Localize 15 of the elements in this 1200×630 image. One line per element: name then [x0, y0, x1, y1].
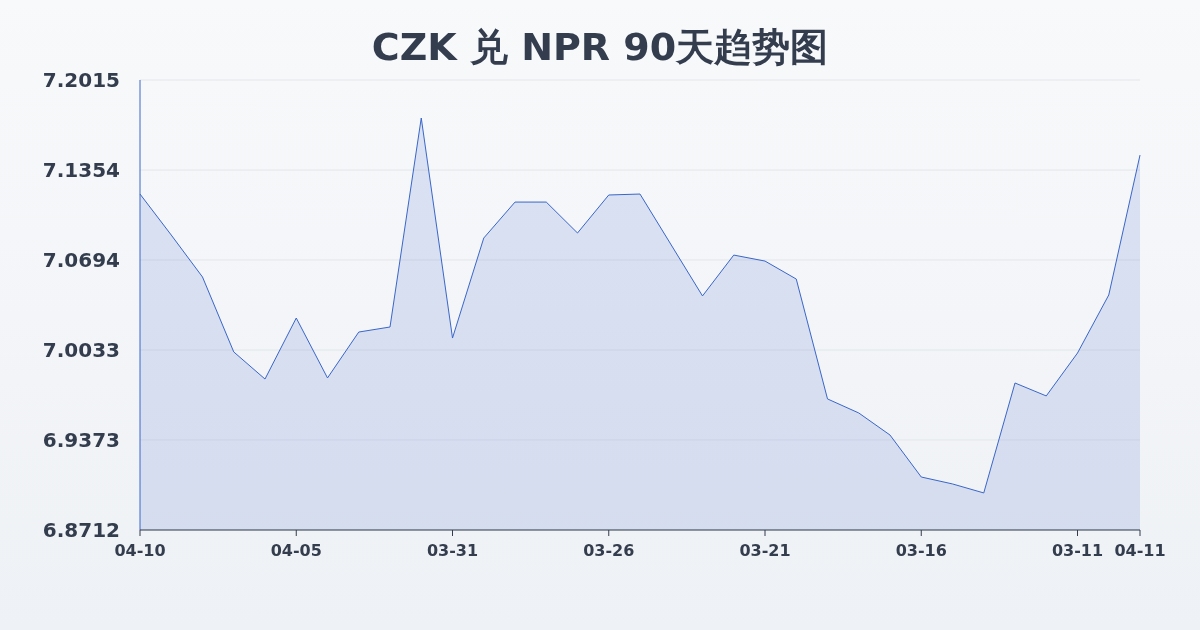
y-tick-label: 7.0694: [42, 247, 120, 272]
y-tick-label: 7.0033: [42, 338, 120, 363]
x-tick-label: 03-26: [583, 541, 635, 560]
x-tick-label: 03-31: [426, 541, 479, 560]
y-tick-label: 6.8712: [42, 518, 120, 542]
x-tick-label: 03-11: [1051, 541, 1104, 560]
x-tick-label: 03-16: [895, 541, 947, 560]
x-tick-label: 04-11: [1114, 541, 1166, 560]
y-tick-label: 6.9373: [42, 427, 120, 452]
x-tick-label: 04-10: [114, 541, 166, 560]
chart-title: CZK 兑 NPR 90天趋势图: [371, 25, 829, 69]
x-tick-label: 03-21: [739, 541, 791, 560]
y-tick-label: 7.1354: [42, 158, 120, 183]
x-tick-label: 04-05: [270, 541, 322, 560]
y-tick-label: 7.2015: [42, 68, 120, 92]
